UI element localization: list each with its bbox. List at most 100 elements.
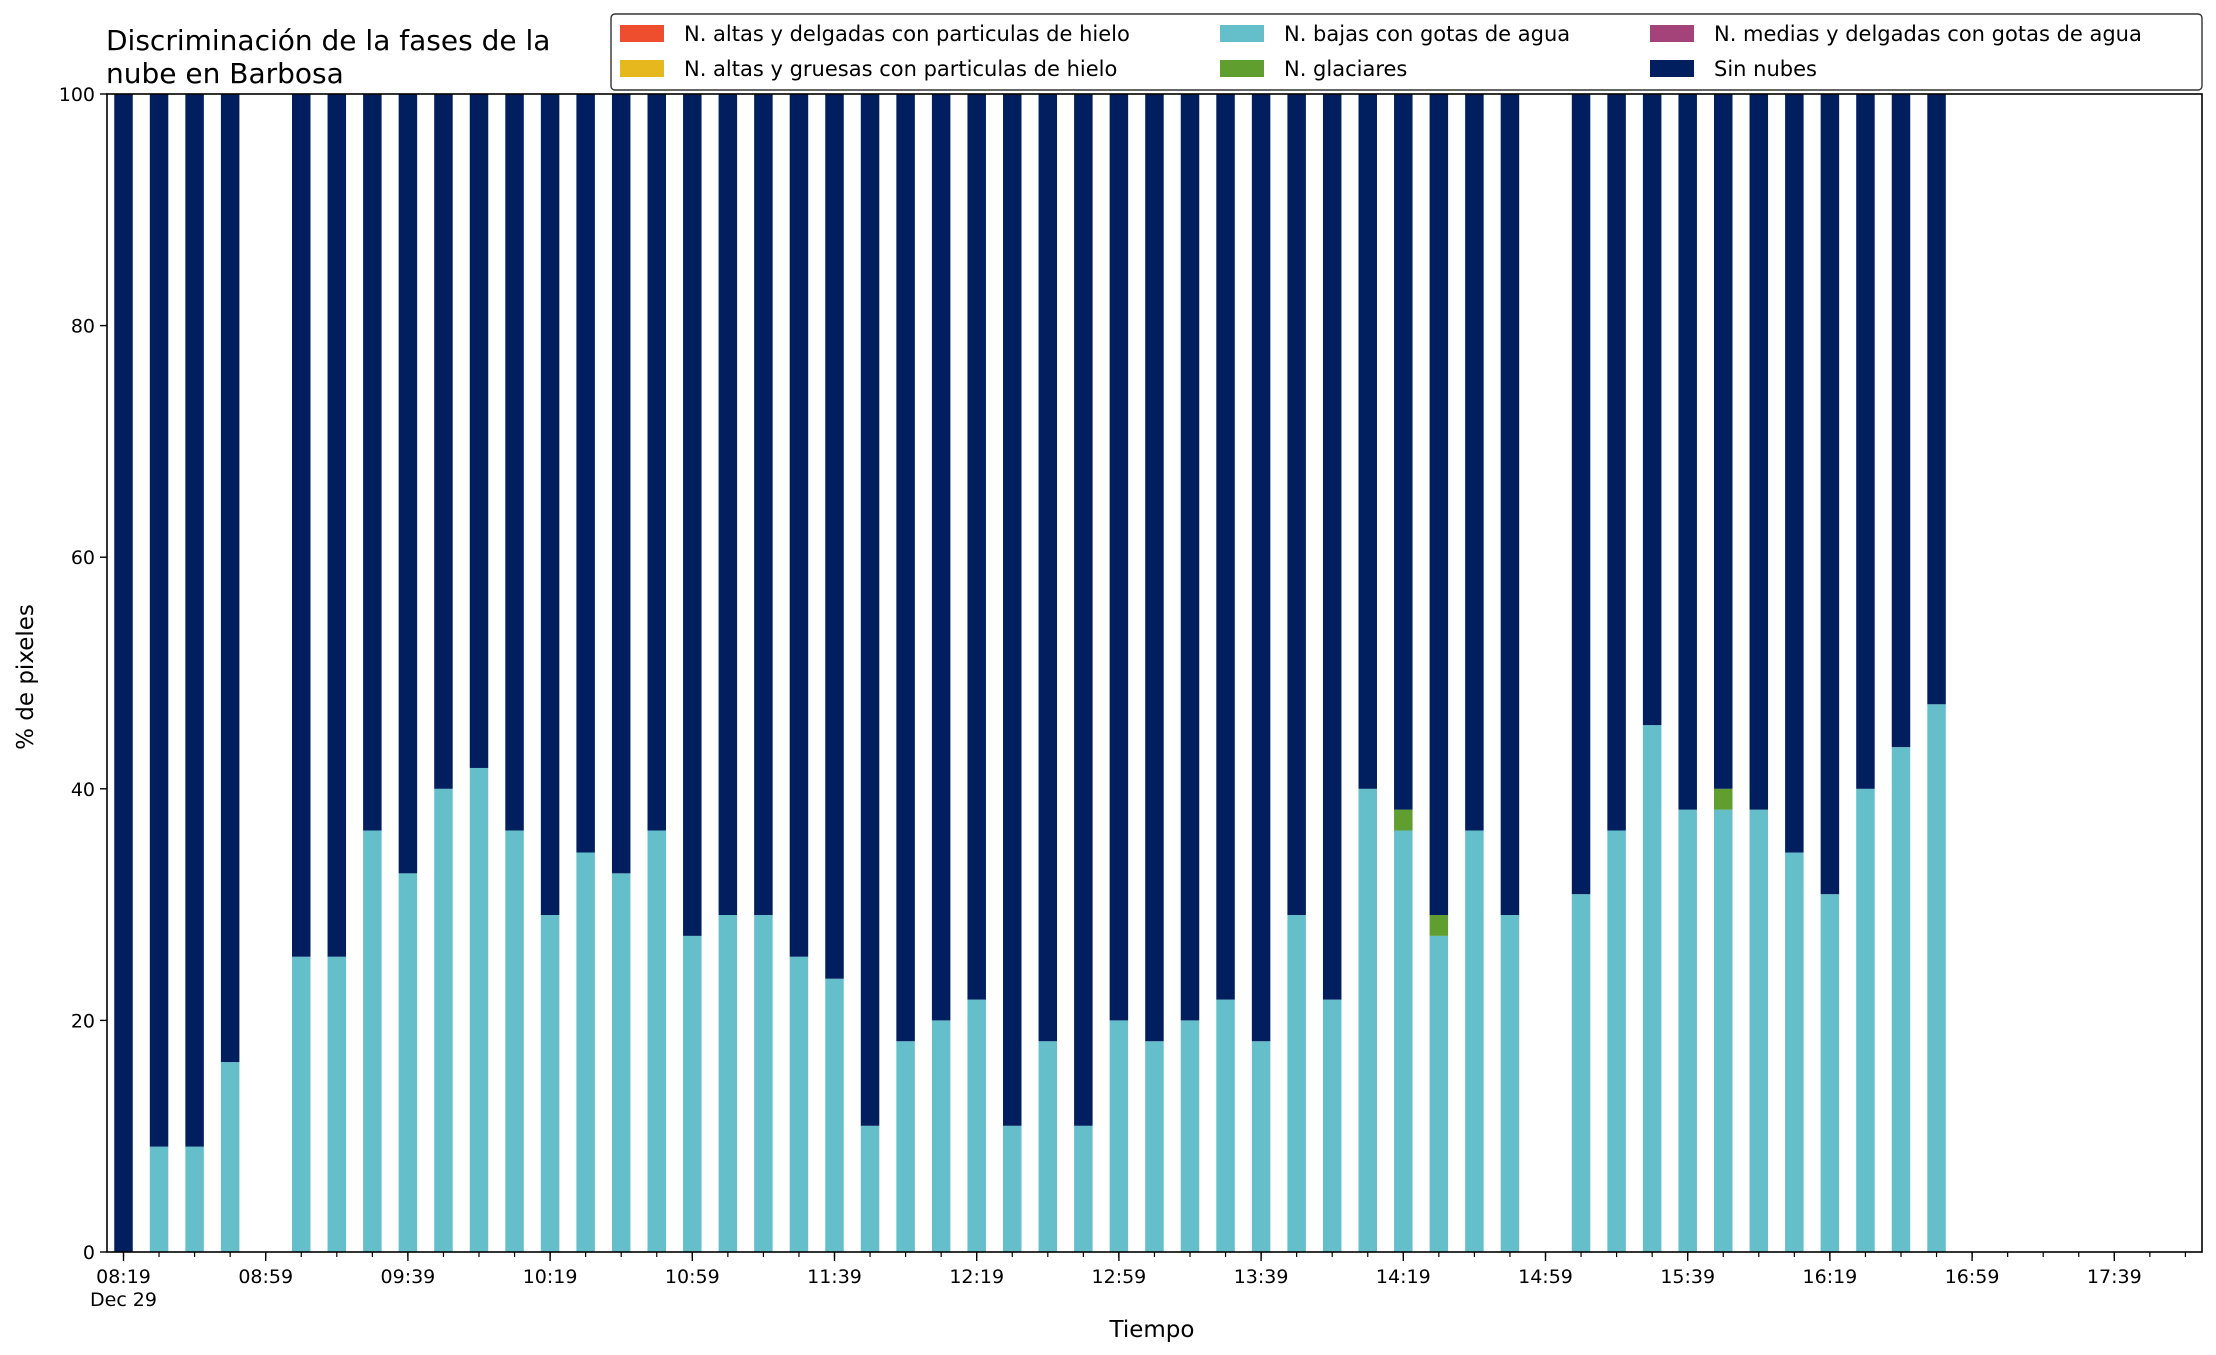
bar-segment <box>931 1020 951 1252</box>
bar-segment <box>683 94 702 936</box>
x-tick-label: 16:59 <box>1945 1266 2000 1288</box>
bar-segment <box>1607 94 1626 831</box>
bar-segment <box>1003 1125 1022 1252</box>
bar-segment <box>149 94 169 1147</box>
bar-segment <box>683 935 702 1252</box>
bar-segment <box>327 956 347 1252</box>
legend-label: N. medias y delgadas con gotas de agua <box>1714 22 2142 46</box>
legend-swatch <box>1220 25 1264 42</box>
y-tick-label: 20 <box>71 1010 95 1032</box>
x-tick-label: 12:19 <box>949 1266 1004 1288</box>
bar-segment <box>1749 94 1769 810</box>
bar-segment <box>1216 999 1235 1252</box>
bar-segment <box>576 852 595 1252</box>
bar-segment <box>860 1125 880 1252</box>
bar-segment <box>1287 94 1306 916</box>
bar-segment <box>1642 725 1662 1252</box>
bar-segment <box>1820 94 1840 895</box>
bar-segment <box>185 1146 204 1252</box>
legend-label: N. altas y gruesas con particulas de hie… <box>684 57 1117 81</box>
y-axis-label: % de pixeles <box>13 604 39 750</box>
bar-segment <box>1465 830 1484 1252</box>
bar-segment <box>220 94 240 1063</box>
bar-segment <box>398 873 418 1252</box>
bar-segment <box>292 956 311 1252</box>
bar-segment <box>1358 788 1377 1252</box>
bar-segment <box>540 915 560 1252</box>
y-tick-label: 0 <box>83 1242 95 1264</box>
bar-segment <box>1856 94 1875 789</box>
bar-segment <box>434 788 453 1252</box>
bar-segment <box>1927 704 1946 1252</box>
bar-segment <box>1074 1125 1093 1252</box>
bar-segment <box>1607 830 1626 1252</box>
bar-segment <box>718 94 738 916</box>
bar-segment <box>469 94 489 768</box>
bar-segment <box>1251 1041 1271 1252</box>
bar-segment <box>434 94 453 789</box>
x-tick-label: 14:59 <box>1518 1266 1573 1288</box>
bar-segment <box>754 915 773 1252</box>
legend-swatch <box>1650 60 1694 77</box>
legend-label: N. bajas con gotas de agua <box>1284 22 1570 46</box>
bar-segment <box>363 830 382 1252</box>
bar-segment <box>1678 94 1697 810</box>
legend-swatch <box>1650 25 1694 42</box>
bar-segment <box>1714 94 1733 789</box>
x-tick-label: 09:39 <box>381 1266 436 1288</box>
bar-segment <box>1678 809 1697 1252</box>
bar-segment <box>1003 94 1022 1126</box>
bar-segment <box>1145 94 1164 1042</box>
bar-segment <box>1394 94 1413 810</box>
bar-segment <box>789 94 809 957</box>
x-tick-label: 12:59 <box>1092 1266 1147 1288</box>
bar-segment <box>1500 915 1520 1252</box>
y-tick-label: 100 <box>59 84 95 106</box>
x-date-label: Dec 29 <box>90 1289 157 1311</box>
x-tick-label: 11:39 <box>807 1266 862 1288</box>
bar-segment <box>327 94 347 957</box>
bar-segment <box>1891 747 1911 1252</box>
bar-segment <box>1642 94 1662 726</box>
bar-segment <box>1714 788 1733 810</box>
bar-segment <box>469 767 489 1252</box>
bar-segment <box>896 1041 915 1252</box>
x-tick-label: 08:59 <box>238 1266 293 1288</box>
bar-segment <box>185 94 204 1147</box>
bar-segment <box>1358 94 1377 789</box>
legend-swatch <box>620 60 664 77</box>
bar-segment <box>860 94 880 1126</box>
bar-segment <box>1891 94 1911 748</box>
bar-segment <box>1785 852 1804 1252</box>
bar-segment <box>1465 94 1484 831</box>
bar-segment <box>1429 935 1449 1252</box>
bar-segment <box>1038 94 1058 1042</box>
bar-segment <box>1180 1020 1200 1252</box>
bars-layer <box>114 94 1946 1252</box>
x-tick-label: 10:59 <box>665 1266 720 1288</box>
bar-segment <box>1322 94 1342 1000</box>
bar-segment <box>1571 94 1591 895</box>
bar-segment <box>1394 830 1413 1252</box>
bar-segment <box>967 999 986 1252</box>
bar-segment <box>1927 94 1946 705</box>
bar-segment <box>292 94 311 957</box>
bar-segment <box>398 94 418 874</box>
bar-segment <box>1109 1020 1129 1252</box>
bar-segment <box>1785 94 1804 853</box>
x-tick-label: 17:39 <box>2087 1266 2142 1288</box>
bar-segment <box>1820 894 1840 1252</box>
bar-segment <box>505 94 524 831</box>
chart-title: Discriminación de la fases de la nube en… <box>106 24 559 90</box>
bar-segment <box>647 94 666 831</box>
bar-segment <box>540 94 560 916</box>
bar-segment <box>825 978 844 1252</box>
bar-segment <box>1322 999 1342 1252</box>
legend-swatch <box>1220 60 1264 77</box>
legend-label: N. altas y delgadas con particulas de hi… <box>684 22 1130 46</box>
x-tick-label: 08:19 <box>96 1266 151 1288</box>
bar-segment <box>1287 915 1306 1252</box>
y-tick-label: 40 <box>71 779 95 801</box>
x-tick-label: 10:19 <box>523 1266 578 1288</box>
